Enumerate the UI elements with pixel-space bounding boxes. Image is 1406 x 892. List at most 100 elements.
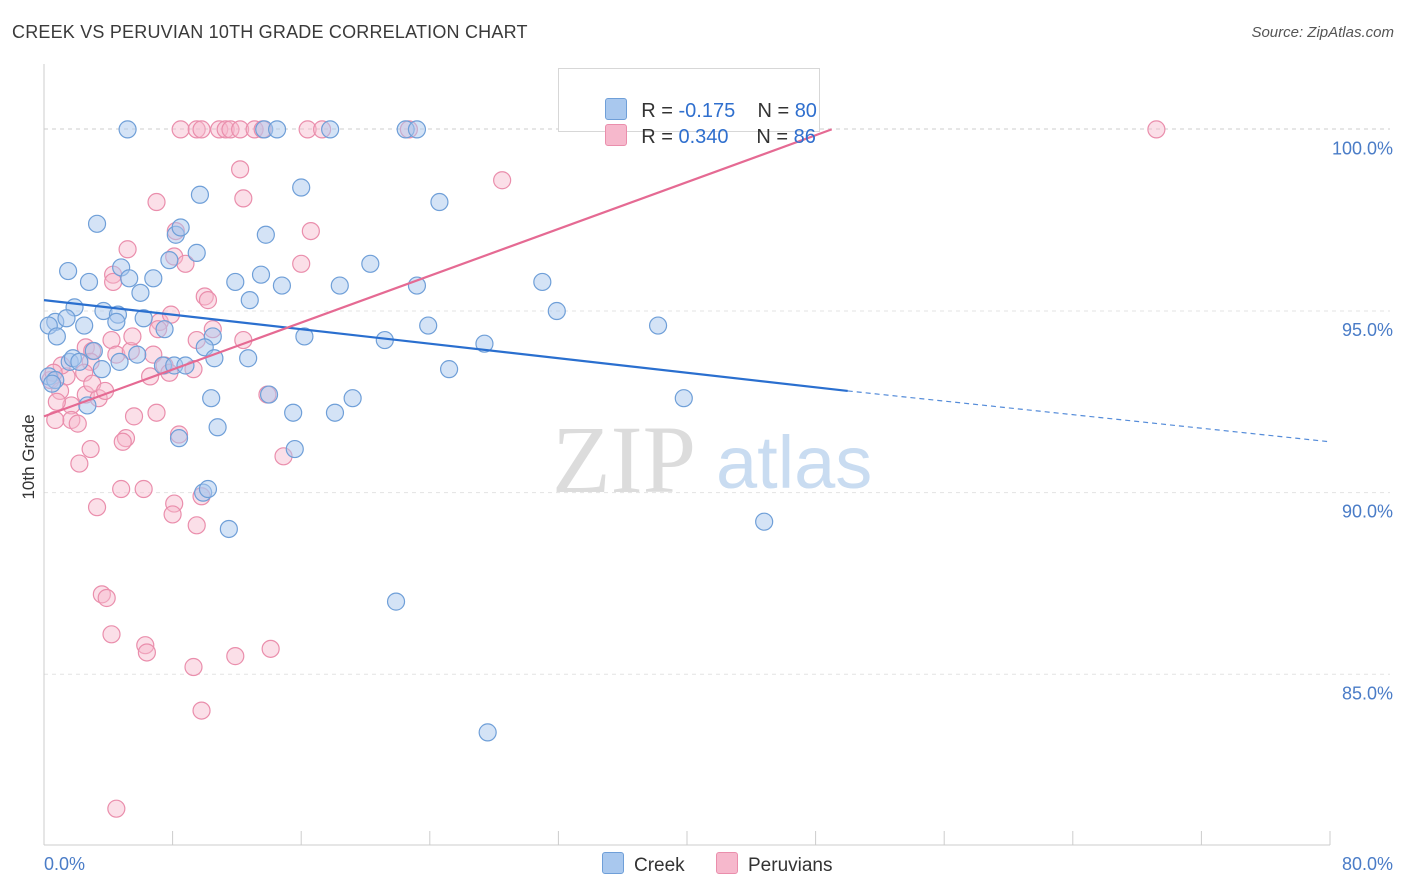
creek-point bbox=[439, 360, 459, 379]
creek-point bbox=[292, 178, 311, 197]
y-axis-label: 10th Grade bbox=[19, 414, 38, 499]
creek-point bbox=[70, 352, 89, 371]
bottom-legend-peruvians: Peruvians bbox=[716, 852, 833, 877]
peruvians-point bbox=[301, 221, 320, 241]
peruvians-legend-swatch bbox=[716, 852, 738, 874]
watermark-zip: ZIP bbox=[552, 406, 696, 513]
creek-point bbox=[267, 120, 287, 139]
creek-point bbox=[284, 403, 303, 422]
creek-point bbox=[171, 218, 190, 237]
creek-point bbox=[361, 254, 380, 273]
x-tick-label-max: 80.0% bbox=[1342, 854, 1393, 874]
creek-point bbox=[131, 283, 150, 302]
peruvians-point bbox=[81, 439, 100, 459]
peruvians-point bbox=[113, 432, 132, 451]
creek-point bbox=[547, 301, 566, 321]
creek-point bbox=[259, 385, 279, 404]
y-tick-label: 85.0% bbox=[1342, 683, 1393, 703]
creek-point bbox=[325, 403, 345, 422]
peruvians-point bbox=[292, 254, 311, 273]
creek-point bbox=[75, 316, 94, 335]
trend-lines bbox=[43, 128, 1331, 443]
peruvians-point bbox=[231, 120, 250, 139]
source-credit: Source: ZipAtlas.com bbox=[1251, 24, 1394, 41]
creek-point bbox=[239, 349, 258, 368]
peruvians-point bbox=[147, 403, 166, 422]
creek-point bbox=[57, 309, 76, 328]
peruvians-point bbox=[198, 291, 218, 310]
creek-legend-swatch bbox=[602, 852, 624, 874]
chart-title: CREEK VS PERUVIAN 10TH GRADE CORRELATION… bbox=[12, 22, 528, 42]
peruvians-point bbox=[87, 498, 107, 517]
creek-trendline-extension bbox=[847, 390, 1331, 443]
creek-point bbox=[330, 276, 349, 295]
creek-point bbox=[190, 185, 210, 204]
peruvians-point bbox=[137, 643, 156, 662]
peruvians-point bbox=[216, 120, 235, 139]
peruvians-point bbox=[163, 505, 182, 524]
peruvians-point bbox=[147, 192, 166, 212]
creek-trendline bbox=[43, 299, 848, 393]
creek-point bbox=[208, 418, 227, 437]
y-tick-label: 95.0% bbox=[1342, 320, 1393, 340]
peruvians-point bbox=[192, 701, 211, 720]
creek-point bbox=[256, 225, 275, 244]
creek-point bbox=[59, 261, 78, 281]
creek-point bbox=[321, 120, 340, 139]
x-tick-label-min: 0.0% bbox=[44, 854, 85, 874]
y-tick-label: 90.0% bbox=[1342, 502, 1393, 522]
creek-point bbox=[285, 439, 304, 459]
peruvians-point bbox=[97, 588, 116, 608]
grid-lines bbox=[44, 128, 1390, 675]
creek-point bbox=[110, 352, 129, 371]
creek-point bbox=[475, 334, 494, 353]
peruvians-point bbox=[231, 160, 250, 179]
creek-legend-label: Creek bbox=[634, 855, 685, 876]
peruvians-point bbox=[68, 414, 87, 433]
peruvians-point bbox=[1147, 120, 1166, 139]
watermark-atlas: atlas bbox=[716, 421, 872, 504]
creek-point bbox=[755, 512, 774, 531]
peruvians-point bbox=[261, 639, 280, 658]
legend-r-label: R = bbox=[641, 100, 679, 122]
peruvians-point bbox=[136, 636, 155, 655]
peruvians-point bbox=[123, 327, 142, 346]
legend-row-creek: R = -0.175 N = 80 bbox=[583, 75, 817, 122]
peruvians-point bbox=[107, 799, 126, 818]
creek-swatch bbox=[605, 98, 628, 120]
y-tick-labels: 85.0% 90.0% 95.0% 100.0% bbox=[1332, 138, 1393, 703]
creek-point bbox=[674, 389, 693, 408]
x-tick-labels: 0.0% 80.0% bbox=[44, 854, 1393, 874]
peruvians-legend-label: Peruvians bbox=[748, 855, 833, 876]
creek-point bbox=[144, 269, 163, 288]
y-tick-label: 100.0% bbox=[1332, 138, 1393, 158]
peruvians-point bbox=[70, 454, 89, 473]
creek-point bbox=[430, 192, 449, 212]
peruvians-point bbox=[226, 647, 245, 666]
peruvians-trendline bbox=[43, 128, 833, 418]
creek-point bbox=[107, 312, 126, 332]
legend-r-label: R = bbox=[641, 126, 679, 148]
creek-point bbox=[251, 265, 271, 284]
peruvians-point bbox=[47, 392, 66, 411]
creek-point bbox=[128, 345, 147, 364]
peruvians-point bbox=[118, 240, 137, 259]
peruvians-point bbox=[221, 120, 240, 139]
peruvians-point bbox=[134, 479, 153, 499]
peruvians-point bbox=[184, 657, 203, 677]
creek-point bbox=[272, 276, 292, 295]
creek-point bbox=[343, 389, 362, 408]
legend-n-value-creek: 80 bbox=[794, 100, 817, 122]
peruvians-point bbox=[124, 407, 144, 426]
creek-point bbox=[118, 120, 137, 139]
peruvians-point bbox=[298, 120, 317, 139]
creek-point bbox=[198, 479, 218, 499]
peruvians-point bbox=[171, 120, 190, 139]
legend-row-peruvians: R = 0.340 N = 86 bbox=[583, 101, 816, 148]
creek-point bbox=[295, 327, 314, 346]
axes bbox=[43, 64, 1331, 846]
creek-point bbox=[386, 592, 406, 611]
creek-point bbox=[134, 309, 153, 328]
peruvians-point bbox=[187, 120, 206, 139]
